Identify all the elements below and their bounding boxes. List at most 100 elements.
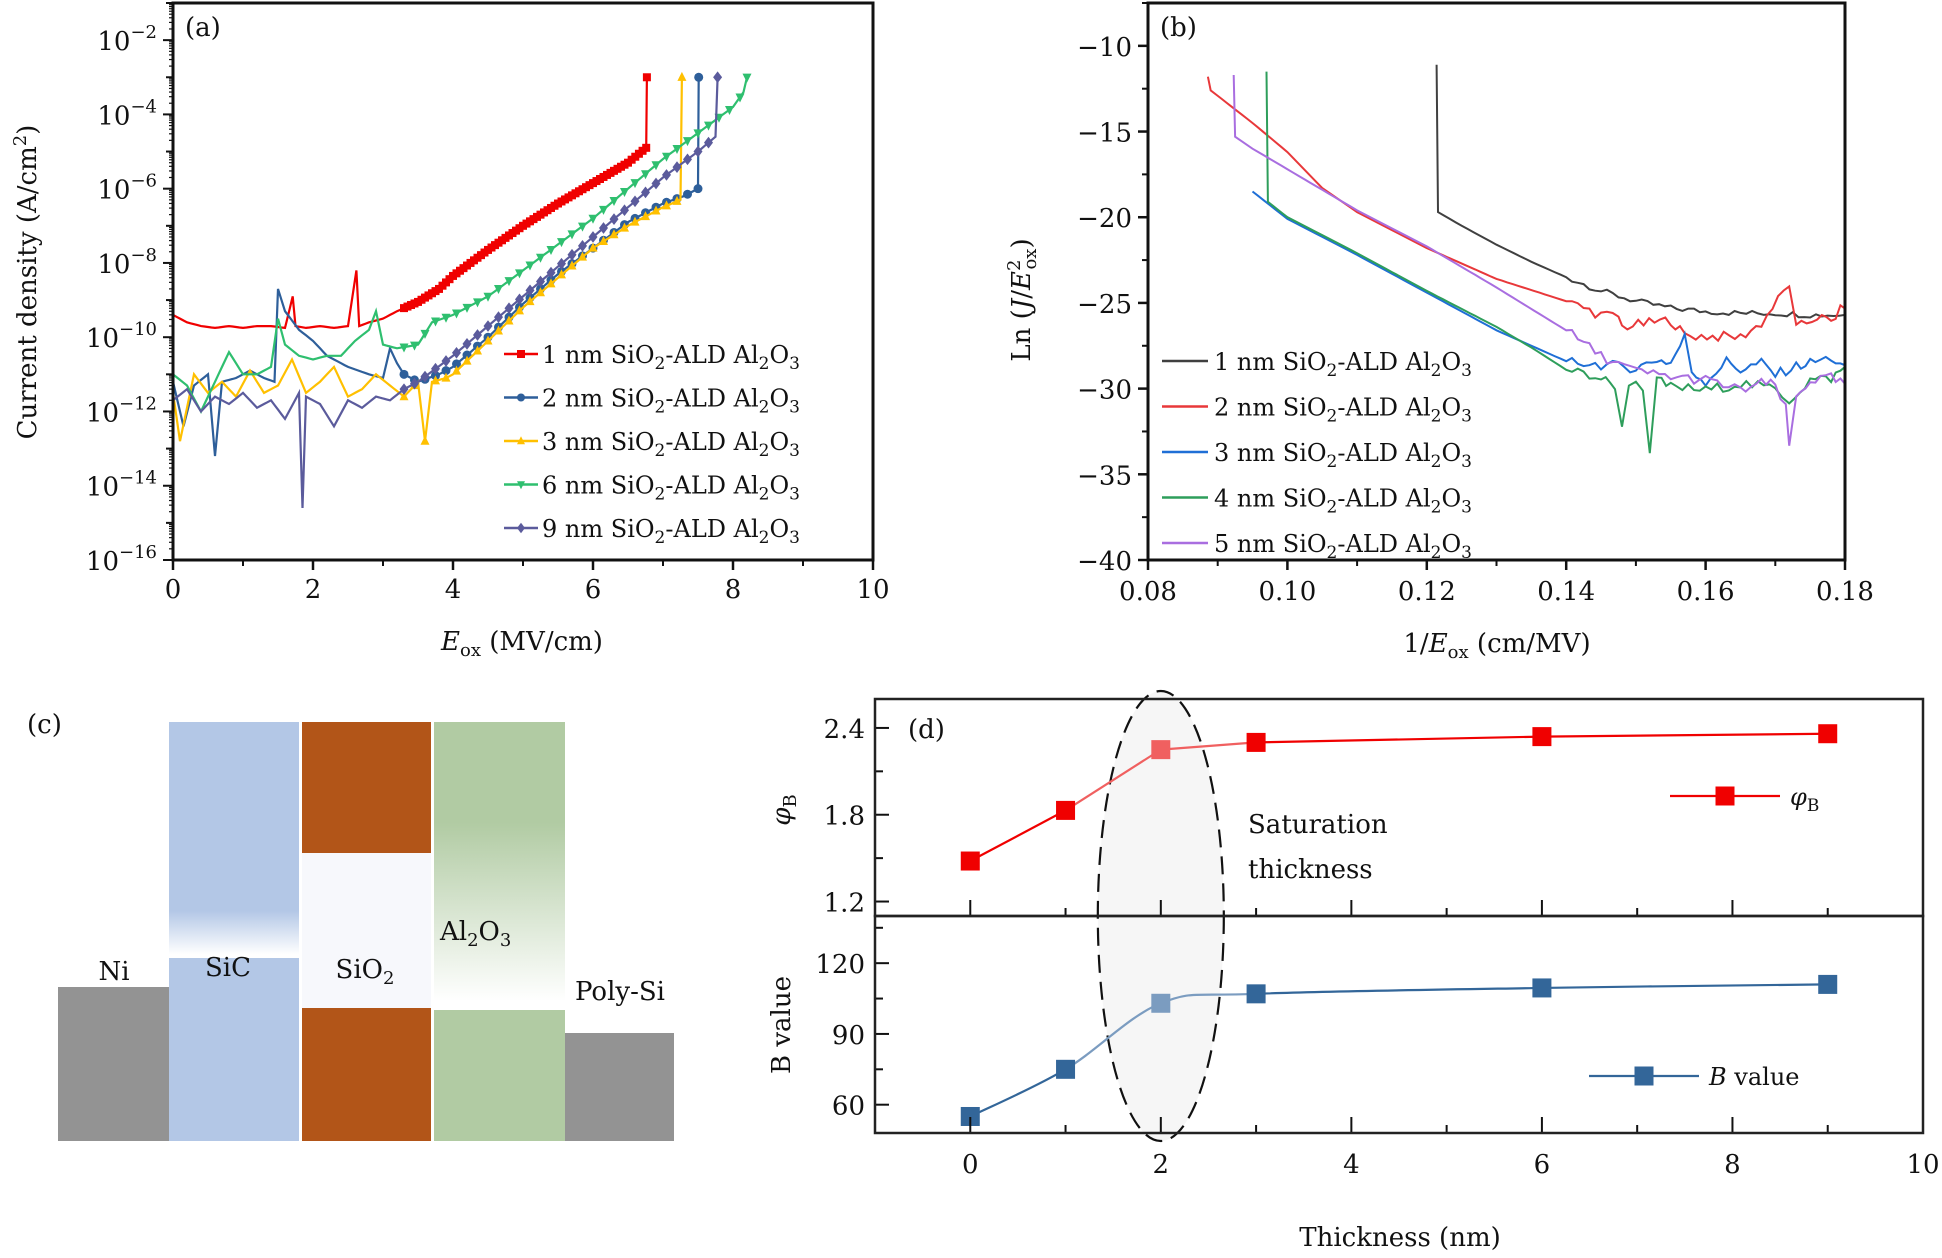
y-tick-exponent: −10 [119, 319, 157, 340]
data-point-a-3nm [662, 200, 671, 210]
band-poly-si [565, 1033, 674, 1141]
legend-text-part: 3 [1461, 543, 1472, 563]
legend-text-part: 2 [655, 398, 666, 418]
data-point-a-6nm [567, 230, 577, 240]
data-point-a-3nm [620, 222, 629, 232]
data-point-a-3nm [420, 435, 430, 445]
data-point-d [1151, 740, 1171, 760]
y-tick-label-b: −10 [1077, 33, 1132, 63]
data-point-a-9nm [504, 302, 514, 315]
panel-a-xlabel: Eox (MV/cm) [440, 627, 603, 661]
data-point-a-9nm [672, 161, 682, 173]
legend-text-part: 2 [655, 528, 666, 548]
chart-marks: 0 2 4 6 8 1010−1610−1410−1210−1010−810−610−41… [86, 1, 1940, 1180]
data-point-a-9nm [609, 213, 619, 225]
panel-b-ylabel: Ln (J/E2ox) [1004, 238, 1041, 361]
data-point-a-9nm [713, 71, 723, 84]
series-line-b-2nm [1206, 76, 1845, 343]
panel-a-label: (a) [185, 13, 221, 43]
legend-text-part: 2 [1431, 543, 1442, 563]
y-tick-label-a: 10−8 [97, 245, 157, 280]
label-sio2: SiO2 [336, 955, 395, 989]
y-tick-exponent: −8 [130, 245, 157, 266]
x-tick-label-d: 2 [1153, 1150, 1170, 1180]
panel-d-ylabel-phi: φB [767, 794, 801, 825]
legend-text-part: 2 [542, 385, 557, 413]
data-point-a-6nm [630, 179, 640, 189]
data-point-a-6nm [525, 261, 535, 271]
data-point-a-6nm [504, 277, 514, 287]
data-point-a-3nm [609, 229, 619, 239]
panel-b-ylabel-pre: Ln ( [1007, 309, 1037, 361]
y-tick-base: 10 [97, 250, 130, 280]
y-tick-label-b: −20 [1077, 204, 1132, 234]
data-point-a-3nm [504, 315, 514, 325]
legend-text-part: 3 [789, 354, 800, 374]
data-point-a-2nm [441, 366, 451, 376]
data-point-d [1818, 724, 1838, 744]
data-point-a-6nm [588, 214, 598, 224]
data-point-a-6nm [693, 129, 703, 139]
legend-item-b-2nm: 2 nm SiO2-ALD Al2O3 [1162, 394, 1472, 427]
legend-text-part: -ALD Al [665, 428, 758, 456]
legend-item-a-9nm: 9 nm SiO2-ALD Al2O3 [504, 515, 800, 548]
data-point-a-3nm [546, 278, 556, 288]
panel-b-ylabel-j: J [1007, 297, 1037, 314]
legend-text-part: O [769, 515, 789, 543]
y-tick-base: 10 [97, 176, 130, 206]
data-point-d [1056, 800, 1076, 820]
legend-label-b: 5 nm SiO2-ALD Al2O3 [1214, 530, 1472, 563]
y-tick-label-d: 2.4 [824, 715, 865, 745]
label-al2o3-sub1: 2 [467, 930, 478, 951]
series-line-a-3nm [173, 77, 683, 442]
legend-text-part: 2 [1431, 498, 1442, 518]
data-point-a-6nm [410, 341, 419, 351]
data-point-a-2nm [452, 359, 461, 369]
data-point-a-3nm [441, 372, 451, 382]
legend-text-part: nm SiO [1229, 439, 1326, 467]
y-tick-base: 10 [86, 324, 119, 354]
data-point-a-1nm [642, 143, 651, 152]
data-point-a-3nm [578, 251, 587, 261]
legend-item-a-3nm: 3 nm SiO2-ALD Al2O3 [504, 428, 800, 461]
series-line-segment-d [1541, 983, 1828, 990]
data-point-d [960, 1106, 980, 1126]
annotation-saturation: Saturation [1248, 810, 1388, 840]
data-point-a-6nm [735, 93, 745, 103]
y-tick-exponent: −2 [130, 22, 157, 43]
data-point-a-6nm [651, 161, 661, 171]
annotation-thickness: thickness [1248, 855, 1373, 885]
series-line-segment-d [1064, 1002, 1162, 1071]
y-tick-label-a: 10−10 [86, 319, 157, 354]
panel-b: (b) Ln (J/E2ox) 1/Eox (cm/MV) [1004, 13, 1591, 663]
series-line-segment-d [969, 1068, 1067, 1118]
data-point-a-6nm [462, 303, 472, 313]
y-tick-label-d: 120 [815, 950, 865, 980]
panel-b-ylabel-e: E [1007, 271, 1037, 291]
legend-label-b: 1 nm SiO2-ALD Al2O3 [1214, 348, 1472, 381]
legend-item-a-2nm: 2 nm SiO2-ALD Al2O3 [504, 385, 800, 418]
data-point-d [1818, 974, 1838, 994]
y-tick-label-a: 10−14 [86, 468, 157, 503]
legend-text-part: 2 [1327, 407, 1338, 427]
panel-b-plot: 0.08 0.10 0.12 0.14 0.16 0.18 −40 −35 −30 −25 −20 −… [1077, 1, 1874, 607]
legend-label-a: 1 nm SiO2-ALD Al2O3 [542, 341, 800, 374]
legend-text-part: nm SiO [1229, 530, 1326, 558]
x-tick-label-b: 0.16 [1677, 577, 1735, 607]
y-tick-label-a: 10−12 [86, 393, 157, 428]
data-point-a-2nm [693, 184, 703, 194]
label-sic: SiC [205, 953, 251, 983]
x-tick-label-b: 0.10 [1258, 577, 1316, 607]
panel-d-ylabel-phi-sub: B [780, 794, 801, 807]
legend-label-a: 6 nm SiO2-ALD Al2O3 [542, 472, 800, 505]
legend-text-part: 2 [1214, 394, 1229, 422]
data-point-a-6nm [578, 222, 587, 232]
series-line-a-1nm [173, 77, 648, 330]
y-tick-label-d: 1.8 [824, 802, 865, 832]
data-point-a-3nm [399, 391, 409, 401]
legend-item-b-3nm: 3 nm SiO2-ALD Al2O3 [1162, 439, 1472, 472]
data-point-a-9nm [599, 222, 608, 234]
legend-text-part: 3 [1461, 361, 1472, 381]
legend-text-part: nm SiO [1229, 485, 1326, 513]
legend-text-part: nm SiO [557, 472, 654, 500]
